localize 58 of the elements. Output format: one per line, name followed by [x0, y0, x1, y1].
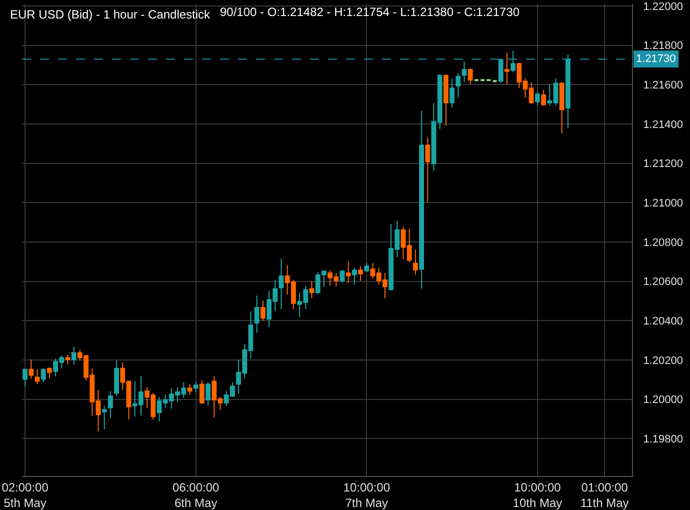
y-tick-label: 1.21600 [643, 79, 683, 92]
candlestick [450, 78, 455, 108]
candlestick [541, 89, 546, 106]
chart-title: EUR USD (Bid) - 1 hour - Candlestick [10, 7, 212, 22]
y-tick-label: 1.20600 [643, 276, 683, 288]
candlestick [443, 74, 448, 126]
x-tick-label: 01:00:00 11th May [580, 480, 629, 510]
candlestick [65, 354, 70, 365]
candlestick [468, 68, 473, 85]
chart-subtitle: 90/100 - O:1.21482 - H:1.21754 - L:1.21380 - C:1.21730 [220, 5, 520, 19]
candlestick [71, 346, 76, 365]
candlestick [510, 50, 516, 73]
candlestick [364, 262, 370, 272]
candlestick [278, 258, 284, 310]
candlestick [309, 280, 314, 299]
candlestick [425, 136, 430, 203]
candlestick [340, 270, 345, 284]
x-tick-label: 06:00:00 6th May [172, 480, 220, 510]
candlestick [412, 248, 418, 276]
candlestick [456, 72, 461, 98]
y-tick-label: 1.20800 [643, 236, 683, 249]
candlestick [559, 82, 564, 134]
candlestick [206, 382, 211, 406]
candlestick [193, 382, 198, 393]
y-tick-label: 1.22000 [643, 0, 683, 13]
candlestick [28, 359, 34, 380]
y-tick-label: 1.20200 [643, 354, 683, 367]
candlestick [34, 368, 40, 385]
candlestick [462, 61, 467, 83]
candlestick [102, 405, 107, 430]
y-tick-label: 1.20000 [643, 394, 683, 406]
candlestick [254, 295, 260, 334]
y-tick-label: 1.21800 [643, 40, 683, 52]
ref-line-label: 1.21730 [636, 53, 676, 65]
y-tick-label: 1.20400 [643, 315, 683, 328]
candlestick [498, 58, 504, 84]
y-tick-label: 1.21200 [643, 158, 683, 170]
candlestick [346, 260, 351, 284]
candlestick [534, 90, 540, 106]
candlestick [565, 54, 570, 128]
y-tick-label: 1.19800 [643, 433, 683, 446]
candlestick [199, 380, 204, 404]
candlestick [114, 360, 120, 396]
candlestick [22, 368, 28, 387]
x-tick-label: 10:00:00 7th May [343, 480, 390, 510]
candlestick [419, 110, 424, 290]
candlestick [40, 368, 46, 383]
candlestick [46, 366, 52, 379]
candlestick [108, 390, 113, 418]
x-tick-label: 02:00:00 5th May [2, 480, 49, 510]
candlestick [504, 52, 510, 85]
candlestick [358, 266, 364, 282]
x-tick-label: 10:00:00 10th May [512, 480, 562, 510]
candlestick [352, 268, 357, 286]
y-tick-label: 1.21400 [643, 118, 683, 131]
y-tick-label: 1.21000 [643, 197, 683, 210]
candlestick [187, 384, 192, 396]
candlestick [260, 300, 266, 322]
